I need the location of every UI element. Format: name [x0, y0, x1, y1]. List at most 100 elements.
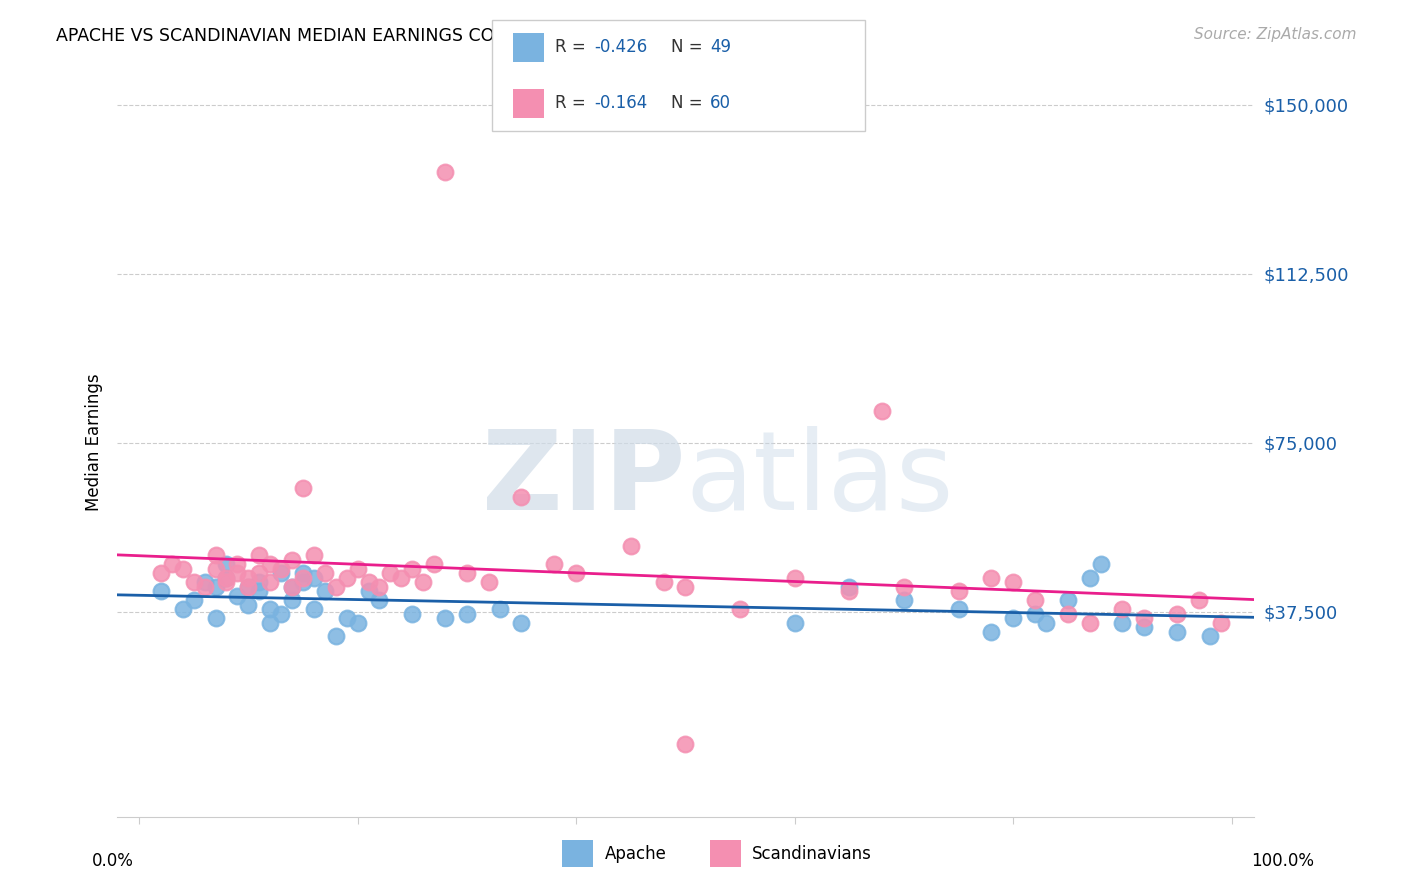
Point: [183, 593, 205, 607]
Point: [1078, 571, 1101, 585]
Point: [194, 580, 217, 594]
Point: [215, 575, 238, 590]
Point: [1166, 624, 1188, 639]
Text: 49: 49: [710, 38, 731, 56]
Point: [412, 575, 434, 590]
Point: [291, 571, 314, 585]
Point: [204, 611, 226, 625]
Point: [247, 575, 270, 590]
Point: [259, 615, 281, 630]
Point: [247, 548, 270, 562]
Point: [380, 566, 402, 581]
Point: [204, 562, 226, 576]
Point: [357, 584, 380, 599]
Point: [226, 566, 249, 581]
Point: [1188, 593, 1211, 607]
Point: [302, 571, 325, 585]
Text: Source: ZipAtlas.com: Source: ZipAtlas.com: [1194, 27, 1357, 42]
Point: [838, 584, 860, 599]
Point: [652, 575, 675, 590]
Point: [291, 575, 314, 590]
Point: [183, 575, 205, 590]
Y-axis label: Median Earnings: Median Earnings: [86, 374, 103, 511]
Point: [259, 602, 281, 616]
Point: [673, 580, 696, 594]
Point: [1078, 615, 1101, 630]
Point: [215, 571, 238, 585]
Point: [281, 580, 304, 594]
Point: [247, 566, 270, 581]
Point: [1111, 602, 1133, 616]
Point: [456, 607, 478, 621]
Point: [673, 738, 696, 752]
Point: [948, 602, 970, 616]
Point: [281, 552, 304, 566]
Point: [204, 580, 226, 594]
Point: [149, 584, 172, 599]
Point: [302, 602, 325, 616]
Text: -0.164: -0.164: [595, 95, 648, 112]
Text: R =: R =: [555, 38, 592, 56]
Point: [194, 575, 217, 590]
Point: [456, 566, 478, 581]
Point: [1090, 558, 1112, 572]
Point: [838, 580, 860, 594]
Point: [226, 589, 249, 603]
Point: [215, 558, 238, 572]
Point: [1133, 620, 1156, 634]
Point: [620, 539, 643, 553]
Point: [1209, 615, 1232, 630]
Point: [783, 615, 806, 630]
Point: [270, 607, 292, 621]
Text: APACHE VS SCANDINAVIAN MEDIAN EARNINGS CORRELATION CHART: APACHE VS SCANDINAVIAN MEDIAN EARNINGS C…: [56, 27, 658, 45]
Text: 60: 60: [710, 95, 731, 112]
Point: [270, 562, 292, 576]
Point: [1056, 607, 1078, 621]
Point: [291, 481, 314, 495]
Point: [172, 602, 194, 616]
Point: [893, 580, 915, 594]
Point: [281, 580, 304, 594]
Point: [357, 575, 380, 590]
Point: [160, 558, 183, 572]
Point: [980, 624, 1002, 639]
Text: N =: N =: [671, 95, 707, 112]
Point: [346, 615, 368, 630]
Point: [893, 593, 915, 607]
Point: [1199, 629, 1222, 643]
Point: [1024, 593, 1046, 607]
Point: [401, 562, 423, 576]
Point: [238, 580, 260, 594]
Point: [980, 571, 1002, 585]
Point: [215, 571, 238, 585]
Point: [336, 611, 359, 625]
Point: [238, 580, 260, 594]
Point: [389, 571, 412, 585]
Point: [325, 629, 347, 643]
Point: [1056, 593, 1078, 607]
Text: Scandinavians: Scandinavians: [752, 845, 872, 863]
Point: [314, 584, 336, 599]
Point: [1024, 607, 1046, 621]
Point: [1133, 611, 1156, 625]
Point: [368, 593, 391, 607]
Point: [314, 566, 336, 581]
Point: [291, 566, 314, 581]
Point: [401, 607, 423, 621]
Point: [870, 404, 893, 418]
Point: [510, 615, 533, 630]
Point: [281, 593, 304, 607]
Point: [783, 571, 806, 585]
Point: [302, 548, 325, 562]
Point: [336, 571, 359, 585]
Point: [270, 566, 292, 581]
Point: [728, 602, 751, 616]
Text: Apache: Apache: [605, 845, 666, 863]
Point: [346, 562, 368, 576]
Point: [543, 558, 565, 572]
Point: [423, 558, 446, 572]
Text: ZIP: ZIP: [482, 426, 685, 533]
Point: [238, 571, 260, 585]
Point: [172, 562, 194, 576]
Point: [1111, 615, 1133, 630]
